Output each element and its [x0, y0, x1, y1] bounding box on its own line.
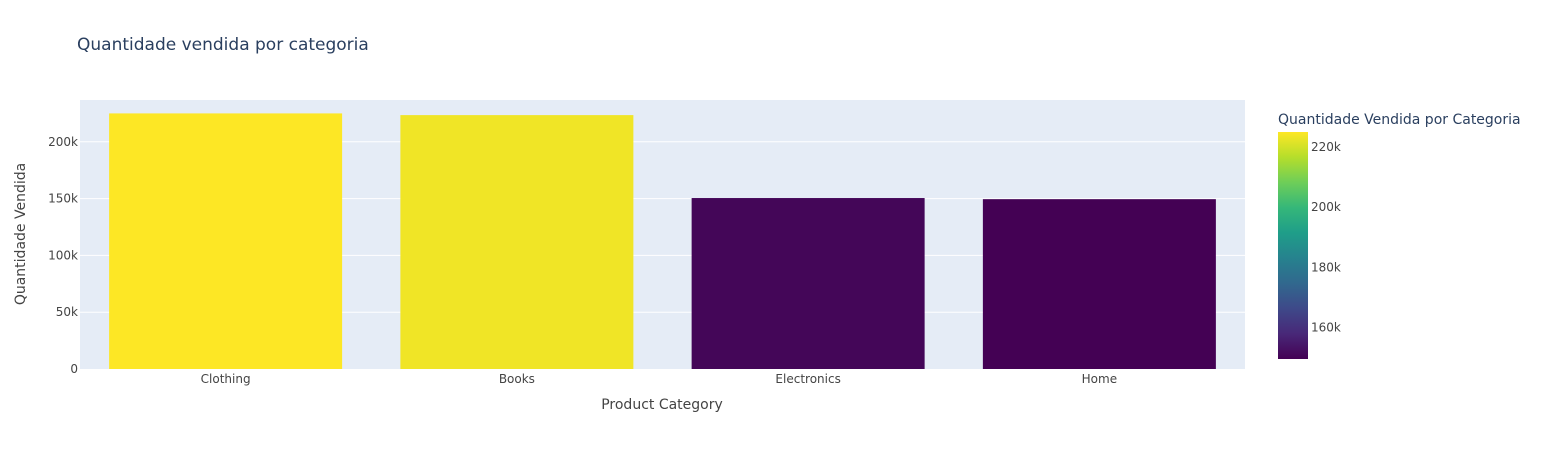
chart-title: Quantidade vendida por categoria — [77, 35, 369, 55]
y-tick-label: 200k — [48, 135, 78, 149]
x-tick-label: Clothing — [201, 372, 251, 386]
colorbar-tick-label: 200k — [1311, 200, 1341, 214]
bar-clothing — [109, 113, 343, 369]
x-tick-label: Home — [1082, 372, 1117, 386]
colorbar-ticks: 160k 180k 200k 220k — [1311, 140, 1341, 334]
bar-books — [400, 115, 634, 370]
colorbar-title: Quantidade Vendida por Categoria — [1278, 112, 1521, 128]
colorbar-tick-label: 220k — [1311, 140, 1341, 154]
y-axis-ticks: 0 50k 100k 150k 200k — [48, 135, 78, 376]
x-axis-ticks: Clothing Books Electronics Home — [201, 372, 1117, 386]
x-tick-label: Electronics — [775, 372, 840, 386]
y-tick-label: 50k — [56, 305, 78, 319]
y-axis-title: Quantidade Vendida — [13, 163, 29, 305]
y-tick-label: 0 — [70, 362, 78, 376]
colorbar-tick-label: 180k — [1311, 260, 1341, 274]
colorbar-tick-label: 160k — [1311, 320, 1341, 334]
bars — [109, 113, 1216, 370]
colorbar — [1278, 132, 1308, 359]
y-tick-label: 150k — [48, 192, 78, 206]
bar-home — [982, 199, 1216, 369]
x-axis-title: Product Category — [601, 397, 723, 413]
bar-electronics — [691, 198, 925, 369]
y-tick-label: 100k — [48, 248, 78, 262]
x-tick-label: Books — [499, 372, 535, 386]
